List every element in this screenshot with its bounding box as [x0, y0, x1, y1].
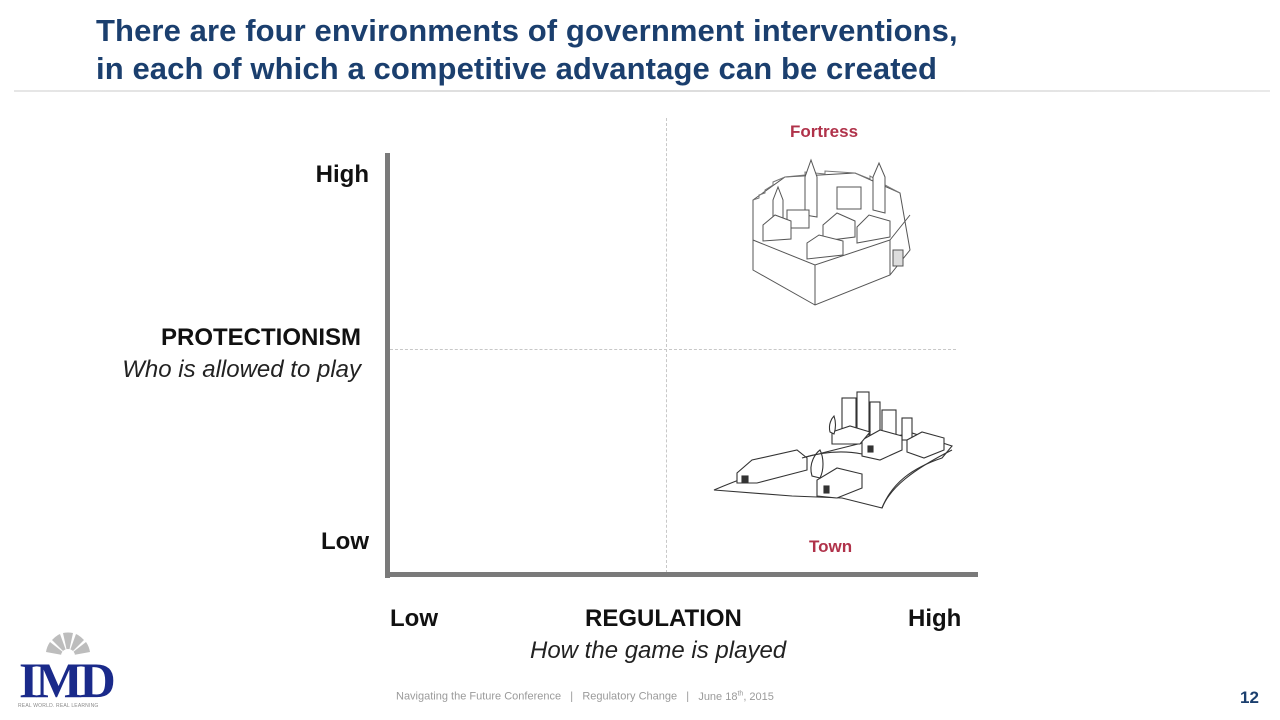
- footer-separator: |: [686, 690, 690, 703]
- y-axis-line: [385, 153, 390, 578]
- footer-topic: Regulatory Change: [582, 690, 678, 703]
- imd-logo: IMD REAL WORLD. REAL LEARNING: [16, 630, 121, 712]
- footer-separator: |: [570, 690, 574, 703]
- slide-footer: Navigating the Future Conference | Regul…: [396, 690, 774, 703]
- vertical-divider: [666, 118, 667, 573]
- x-axis-high-label: High: [908, 605, 962, 632]
- horizontal-divider: [390, 349, 956, 350]
- footer-date-day: June 18: [698, 690, 738, 703]
- town-label: Town: [809, 537, 853, 556]
- town-illustration: [713, 391, 953, 509]
- footer-date-suffix: th: [737, 690, 744, 697]
- title-line-1: There are four environments of governmen…: [96, 13, 958, 48]
- x-axis-line: [385, 572, 978, 577]
- x-axis-subtitle: How the game is played: [530, 637, 787, 664]
- y-axis-high-label: High: [315, 161, 369, 188]
- page-number: 12: [1240, 688, 1259, 707]
- logo-text: IMD: [19, 652, 116, 708]
- slide-title: There are four environments of governmen…: [96, 12, 958, 88]
- logo-tagline: REAL WORLD. REAL LEARNING: [18, 703, 99, 709]
- title-divider: [14, 90, 1270, 92]
- fortress-illustration: [752, 158, 911, 306]
- footer-date-year: , 2015: [743, 690, 774, 703]
- fortress-label: Fortress: [790, 122, 859, 141]
- title-line-2: in each of which a competitive advantage…: [96, 51, 938, 86]
- y-axis-title: PROTECTIONISM: [160, 324, 361, 351]
- x-axis-title: REGULATION: [585, 605, 742, 632]
- footer-date: June 18th, 2015: [698, 690, 774, 703]
- y-axis-subtitle: Who is allowed to play: [122, 356, 361, 383]
- footer-conference: Navigating the Future Conference: [396, 690, 562, 703]
- x-axis-low-label: Low: [390, 605, 438, 632]
- y-axis-low-label: Low: [321, 528, 369, 555]
- logo-sunburst-icon: [46, 632, 90, 658]
